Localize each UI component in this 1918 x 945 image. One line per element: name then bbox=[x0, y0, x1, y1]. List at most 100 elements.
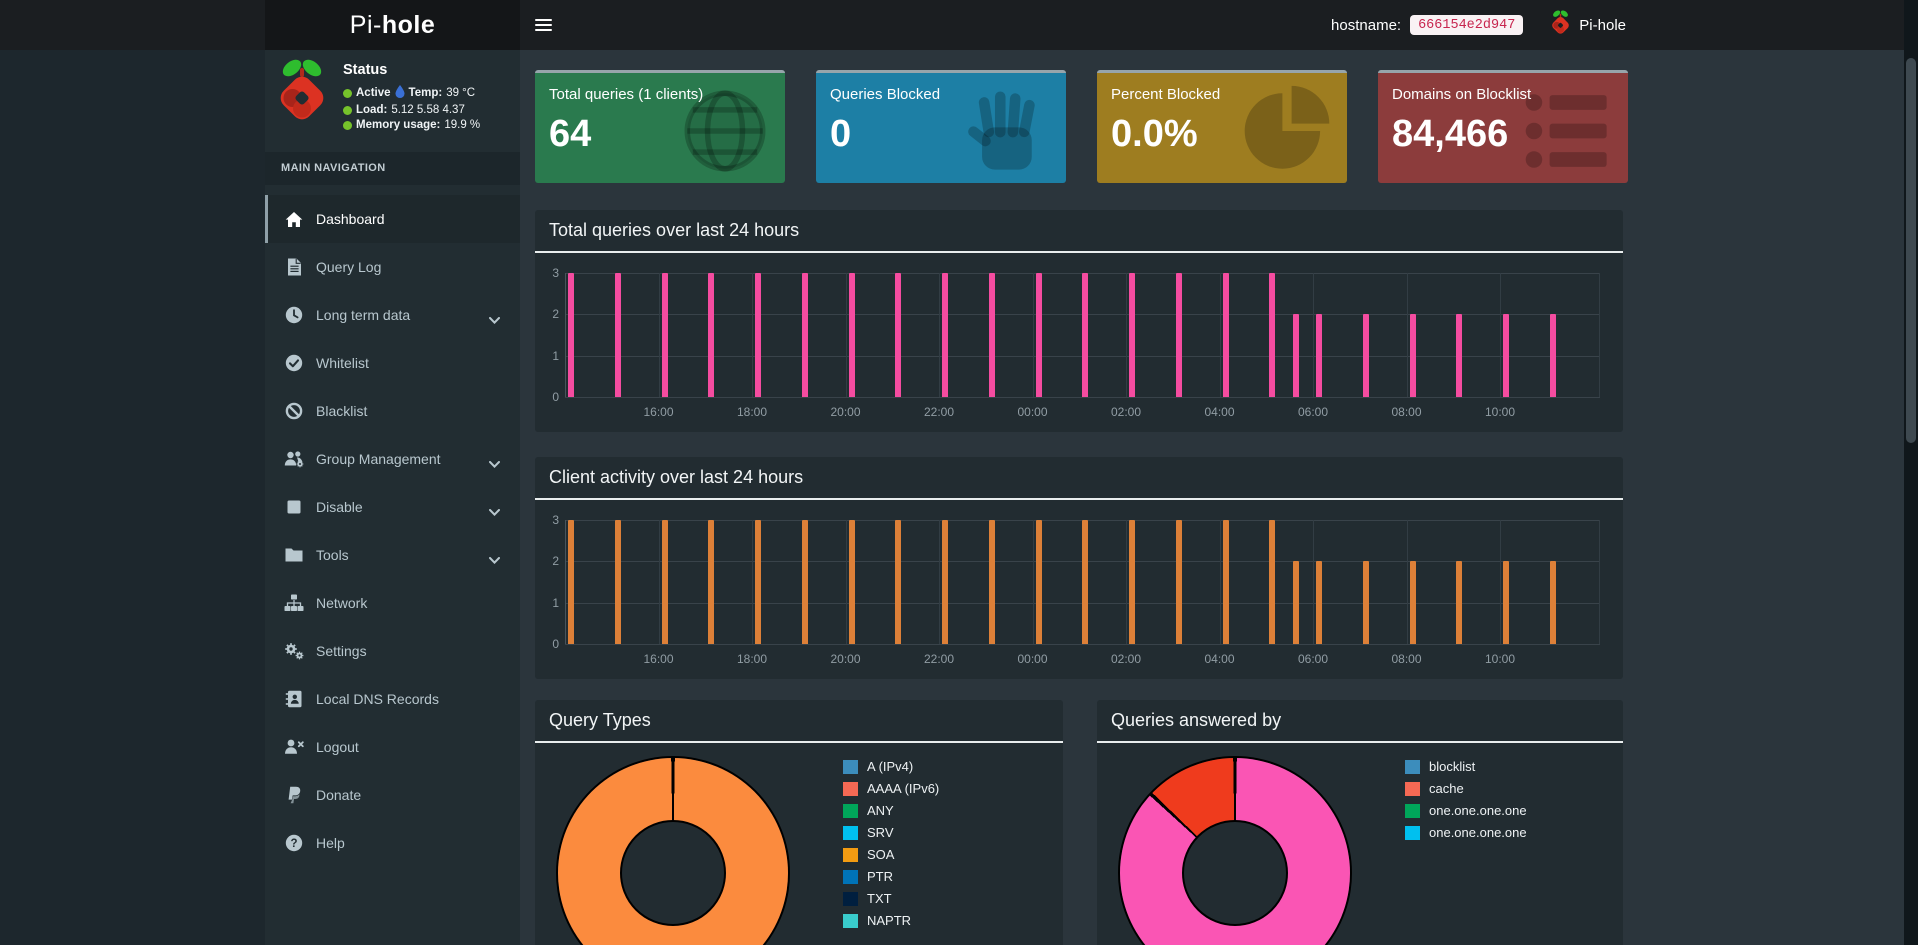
globe-icon bbox=[679, 85, 771, 182]
legend-item-srv[interactable]: SRV bbox=[843, 826, 939, 840]
sidebar-item-help[interactable]: ? Help bbox=[265, 819, 520, 867]
sidebar-item-tools[interactable]: Tools bbox=[265, 531, 520, 579]
home-icon bbox=[283, 211, 305, 228]
legend-item-soa[interactable]: SOA bbox=[843, 848, 939, 862]
legend-item-ptr[interactable]: PTR bbox=[843, 870, 939, 884]
x-axis-tick-label: 06:00 bbox=[1297, 405, 1329, 419]
bar bbox=[755, 273, 761, 397]
chevron-down-icon bbox=[489, 311, 500, 327]
sidebar-item-label: Blacklist bbox=[316, 403, 368, 419]
sidebar-item-network[interactable]: Network bbox=[265, 579, 520, 627]
stat-card-title: Queries Blocked bbox=[830, 86, 941, 103]
bar bbox=[614, 273, 621, 397]
legend-item-any[interactable]: ANY bbox=[843, 804, 939, 818]
legend-swatch bbox=[1405, 804, 1420, 818]
x-axis-tick-label: 18:00 bbox=[736, 652, 768, 666]
scrollbar-thumb[interactable] bbox=[1906, 58, 1916, 443]
y-axis-line bbox=[565, 520, 566, 644]
stat-card-title: Domains on Blocklist bbox=[1392, 86, 1532, 103]
legend-item-naptr[interactable]: NAPTR bbox=[843, 914, 939, 928]
legend-item-one-one-one-one[interactable]: one.one.one.one bbox=[1405, 826, 1527, 840]
gridline bbox=[939, 273, 940, 397]
sidebar-item-logout[interactable]: Logout bbox=[265, 723, 520, 771]
legend-item-txt[interactable]: TXT bbox=[843, 892, 939, 906]
sidebar-item-whitelist[interactable]: Whitelist bbox=[265, 339, 520, 387]
status-ok-icon bbox=[343, 88, 352, 98]
main-content: Total queries (1 clients) 64 Queries Block… bbox=[520, 50, 1918, 945]
bar bbox=[1035, 520, 1042, 644]
gridline bbox=[1500, 273, 1501, 397]
memory-value: 19.9 % bbox=[444, 119, 481, 131]
legend-item-blocklist[interactable]: blocklist bbox=[1405, 760, 1527, 774]
hostname-badge: 666154e2d947 bbox=[1410, 15, 1524, 35]
bar bbox=[1082, 520, 1089, 644]
bar bbox=[1503, 314, 1509, 397]
list-icon bbox=[1522, 85, 1614, 182]
bar bbox=[848, 520, 855, 644]
sidebar-item-label: Tools bbox=[316, 547, 349, 563]
stat-card-total-queries-1-clients: Total queries (1 clients) 64 bbox=[535, 70, 785, 183]
sidebar-item-donate[interactable]: Donate bbox=[265, 771, 520, 819]
check-circle-icon bbox=[283, 354, 305, 372]
clock-icon bbox=[283, 306, 305, 324]
y-axis-tick-label: 2 bbox=[552, 307, 559, 322]
panel-title: Queries answered by bbox=[1097, 700, 1623, 743]
bar bbox=[1362, 314, 1369, 397]
bar bbox=[1409, 314, 1416, 397]
legend-swatch bbox=[843, 782, 858, 796]
svg-text:?: ? bbox=[290, 838, 297, 850]
temp-value: 39 °C bbox=[446, 87, 476, 99]
sidebar-item-label: Disable bbox=[316, 499, 363, 515]
x-axis-tick-label: 06:00 bbox=[1297, 652, 1329, 666]
sidebar-item-label: Query Log bbox=[316, 259, 382, 275]
gridline bbox=[1313, 273, 1314, 397]
sidebar-item-disable[interactable]: Disable bbox=[265, 483, 520, 531]
pihole-logo-icon bbox=[275, 56, 329, 133]
sidebar-item-blacklist[interactable]: Blacklist bbox=[265, 387, 520, 435]
gridline bbox=[658, 273, 660, 397]
legend-item-a-ipv4[interactable]: A (IPv4) bbox=[843, 760, 939, 774]
legend-swatch bbox=[843, 826, 858, 840]
stop-icon bbox=[283, 499, 305, 515]
legend-swatch bbox=[843, 914, 858, 928]
user-times-icon bbox=[283, 738, 305, 756]
pie-chart-icon bbox=[1241, 85, 1333, 182]
sidebar-toggle-icon[interactable] bbox=[531, 13, 559, 37]
bar bbox=[1316, 561, 1322, 644]
stat-card-title: Percent Blocked bbox=[1111, 86, 1221, 103]
question-circle-icon: ? bbox=[283, 834, 305, 852]
sidebar-item-query-log[interactable]: Query Log bbox=[265, 243, 520, 291]
bar bbox=[614, 520, 621, 644]
legend-swatch bbox=[1405, 782, 1420, 796]
stat-card-value: 0 bbox=[830, 113, 852, 155]
gridline bbox=[1126, 520, 1127, 644]
sidebar-item-dashboard[interactable]: Dashboard bbox=[265, 195, 520, 243]
temperature-icon bbox=[395, 85, 405, 101]
bar bbox=[1222, 520, 1229, 644]
vertical-scrollbar[interactable] bbox=[1904, 0, 1918, 945]
y-axis-line bbox=[565, 273, 566, 397]
bar bbox=[1035, 273, 1042, 397]
gridline bbox=[752, 273, 753, 397]
bar bbox=[708, 520, 715, 644]
bar bbox=[1456, 314, 1463, 397]
legend-label: AAAA (IPv6) bbox=[867, 781, 940, 796]
chevron-down-icon bbox=[489, 455, 500, 471]
sidebar-item-settings[interactable]: Settings bbox=[265, 627, 520, 675]
legend-item-aaaa-ipv6[interactable]: AAAA (IPv6) bbox=[843, 782, 939, 796]
bar bbox=[1549, 314, 1556, 397]
sidebar-item-label: Group Management bbox=[316, 451, 441, 467]
bar bbox=[1456, 561, 1463, 644]
sidebar-item-local-dns-records[interactable]: Local DNS Records bbox=[265, 675, 520, 723]
bar bbox=[661, 273, 668, 397]
sidebar-item-long-term-data[interactable]: Long term data bbox=[265, 291, 520, 339]
sidebar-item-group-management[interactable]: Group Management bbox=[265, 435, 520, 483]
gridline bbox=[1599, 520, 1600, 644]
legend-item-cache[interactable]: cache bbox=[1405, 782, 1527, 796]
bar bbox=[942, 273, 948, 397]
gridline bbox=[845, 273, 847, 397]
bar bbox=[1269, 520, 1276, 644]
chevron-down-icon bbox=[489, 551, 500, 567]
panel-query-types: Query Types A (IPv4) AAAA (IPv6) ANY SRV SOA… bbox=[535, 700, 1063, 945]
legend-item-one-one-one-one[interactable]: one.one.one.one bbox=[1405, 804, 1527, 818]
